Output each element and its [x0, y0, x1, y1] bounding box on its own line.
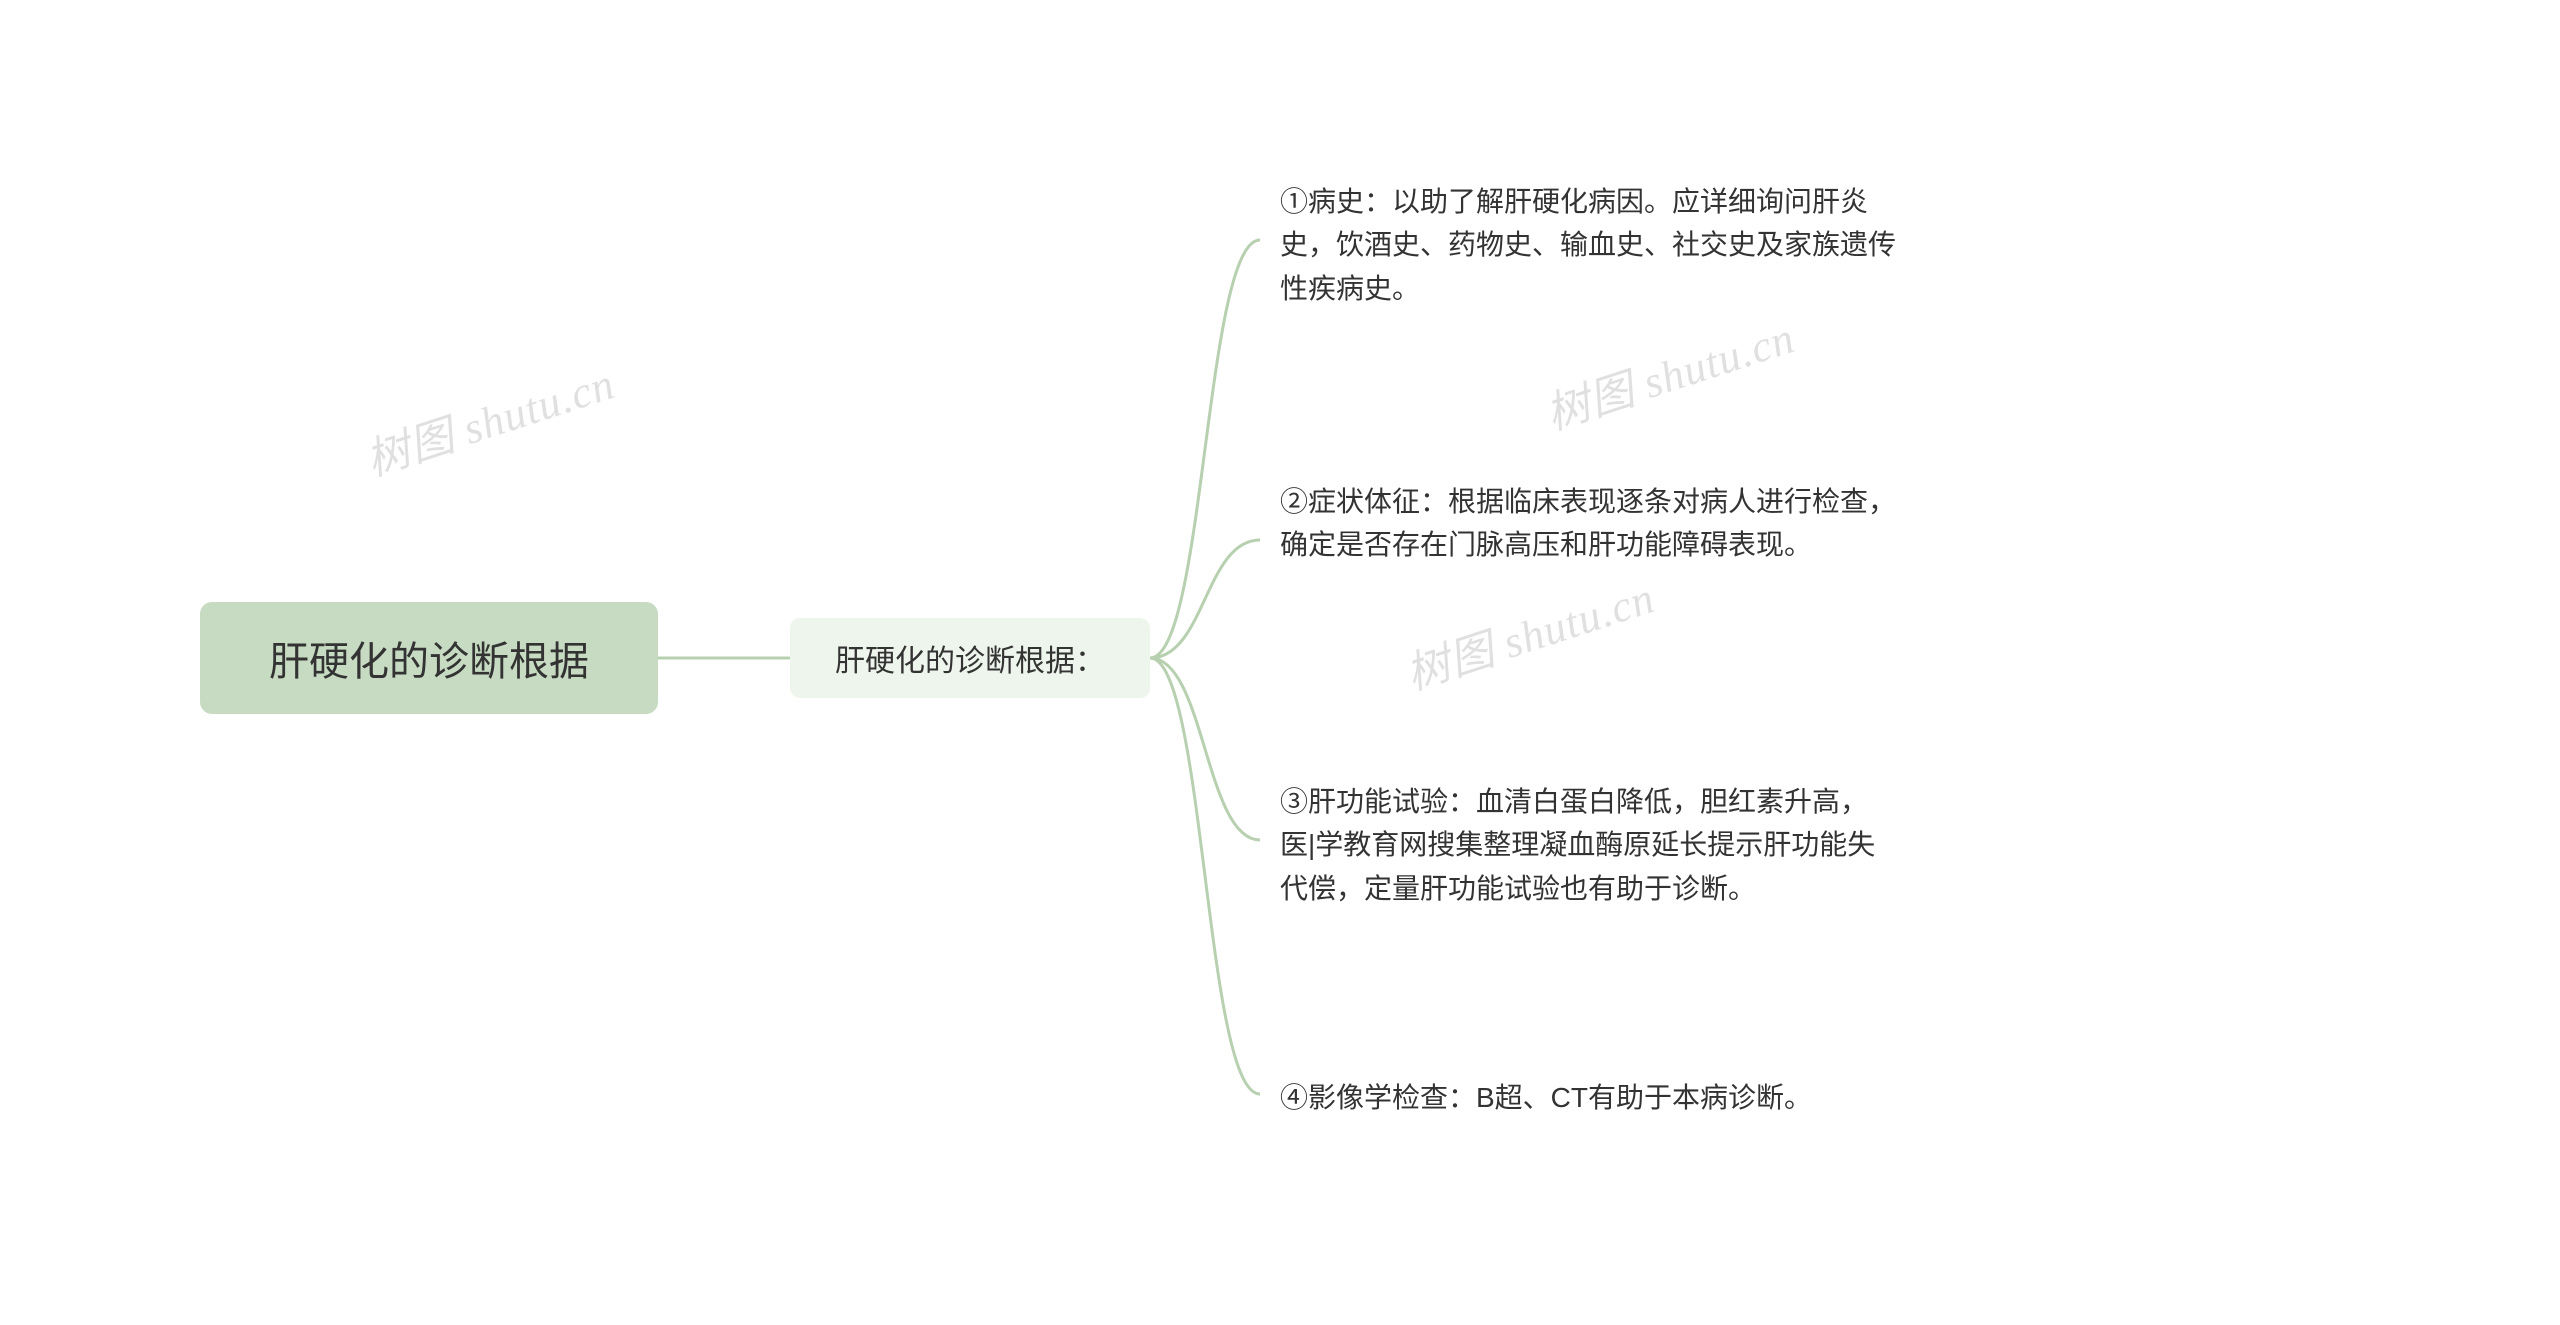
- leaf-node: ④影像学检查：B超、CT有助于本病诊断。: [1280, 1076, 1812, 1119]
- root-label: 肝硬化的诊断根据: [269, 629, 589, 687]
- mindmap-canvas: 肝硬化的诊断根据 肝硬化的诊断根据： ①病史：以助了解肝硬化病因。应详细询问肝炎…: [0, 0, 2560, 1325]
- watermark-text: 树图 shutu.cn: [356, 348, 621, 489]
- leaf-label: ③肝功能试验：血清白蛋白降低，胆红素升高，医|学教育网搜集整理凝血酶原延长提示肝…: [1280, 786, 1875, 904]
- root-node: 肝硬化的诊断根据: [200, 602, 658, 714]
- leaf-label: ②症状体征：根据临床表现逐条对病人进行检查，确定是否存在门脉高压和肝功能障碍表现…: [1280, 486, 1896, 560]
- leaf-node: ②症状体征：根据临床表现逐条对病人进行检查，确定是否存在门脉高压和肝功能障碍表现…: [1280, 480, 1900, 567]
- leaf-node: ①病史：以助了解肝硬化病因。应详细询问肝炎史，饮酒史、药物史、输血史、社交史及家…: [1280, 180, 1900, 310]
- watermark-text: 树图 shutu.cn: [1396, 562, 1661, 703]
- leaf-node: ③肝功能试验：血清白蛋白降低，胆红素升高，医|学教育网搜集整理凝血酶原延长提示肝…: [1280, 780, 1900, 910]
- watermark-text: 树图 shutu.cn: [1536, 302, 1801, 443]
- sub-node: 肝硬化的诊断根据：: [790, 618, 1150, 698]
- leaf-label: ①病史：以助了解肝硬化病因。应详细询问肝炎史，饮酒史、药物史、输血史、社交史及家…: [1280, 186, 1896, 304]
- sub-label: 肝硬化的诊断根据：: [835, 636, 1105, 680]
- leaf-label: ④影像学检查：B超、CT有助于本病诊断。: [1280, 1082, 1812, 1113]
